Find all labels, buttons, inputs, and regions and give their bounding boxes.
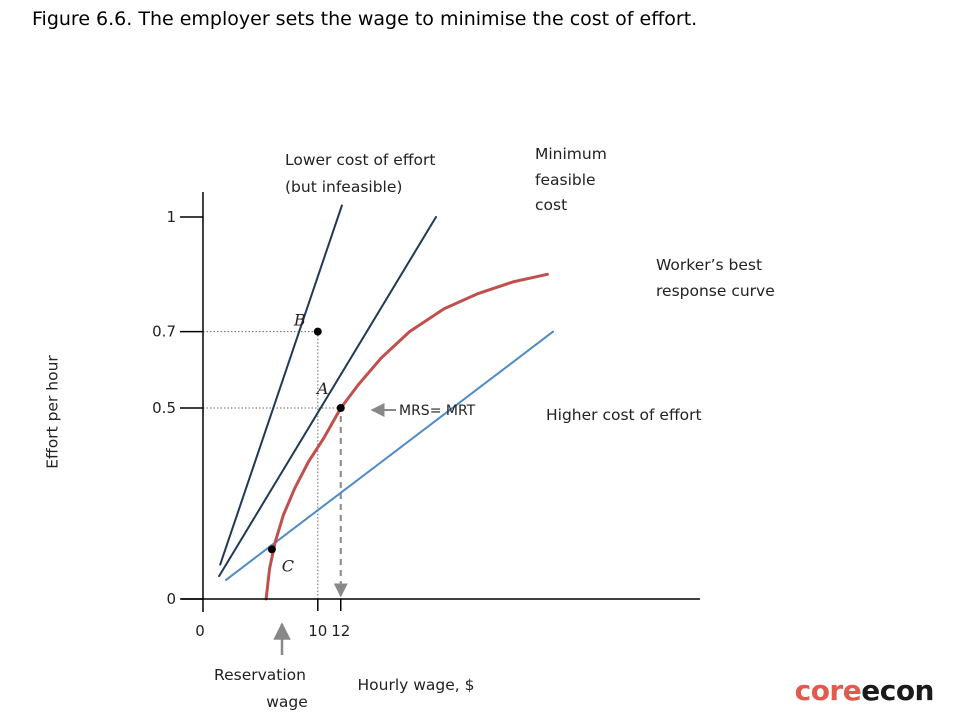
label-minimum-line2: feasible (535, 171, 596, 189)
x-axis-label: Hourly wage, $ (357, 676, 474, 694)
points-layer: B A C (267, 311, 345, 575)
y-axis-label: Effort per hour (44, 355, 62, 469)
label-brc-line1: Worker’s best (656, 256, 762, 274)
point-a (336, 404, 345, 412)
brand-part1: core (794, 674, 862, 707)
series-minimum (218, 216, 437, 578)
coreecon-logo: coreecon (794, 674, 935, 707)
point-label-a: A (315, 379, 329, 398)
label-minimum-line1: Minimum (535, 145, 607, 163)
x-tick-label: 12 (331, 622, 350, 640)
label-lower-line1: Lower cost of effort (285, 151, 435, 169)
series-brc (264, 272, 549, 601)
y-tick-label: 0 (166, 590, 176, 608)
x-tick-label: 10 (308, 622, 327, 640)
figure-title: Figure 6.6. The employer sets the wage t… (32, 8, 698, 30)
label-lower-line2: (but infeasible) (285, 178, 402, 196)
series-layer (218, 204, 555, 601)
y-tick-label: 1 (166, 208, 176, 226)
label-brc-line2: response curve (656, 282, 775, 300)
reservation-label-line1: Reservation (214, 666, 306, 684)
label-higher: Higher cost of effort (546, 406, 702, 424)
point-label-c: C (282, 556, 294, 575)
mrs-label: MRS= MRT (399, 403, 476, 419)
label-minimum-line3: cost (535, 196, 567, 214)
point-label-b: B (293, 311, 306, 330)
y-tick-label: 0.7 (152, 323, 176, 341)
point-c (267, 545, 276, 554)
brand-part2: econ (861, 674, 934, 707)
point-b (313, 327, 322, 336)
series-lower (219, 204, 343, 566)
series-higher (225, 330, 555, 581)
ticks: 00.50.710 10 12 (152, 208, 350, 640)
y-tick-label: 0.5 (152, 399, 176, 417)
x-tick-label: 0 (195, 622, 205, 640)
reservation-label-line2: wage (266, 693, 308, 711)
axes (182, 192, 700, 612)
